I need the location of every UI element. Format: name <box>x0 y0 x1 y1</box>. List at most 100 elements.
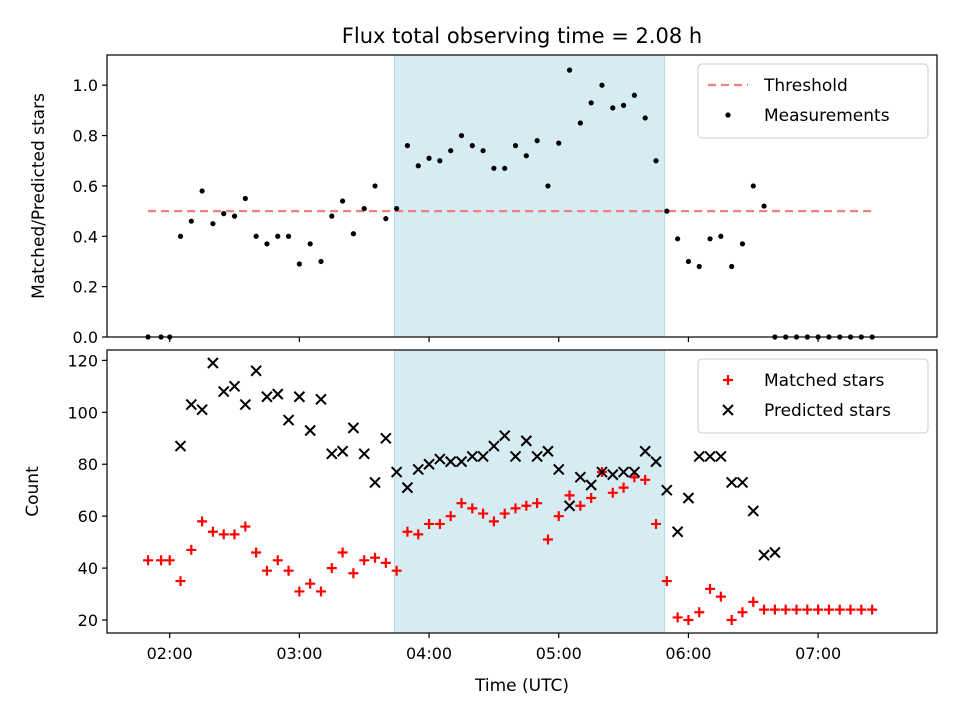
data-point <box>423 458 435 470</box>
legend-label: Threshold <box>763 76 848 96</box>
data-point <box>383 216 389 222</box>
data-point <box>661 484 673 496</box>
y-tick-label: 1.0 <box>73 76 98 95</box>
data-point <box>424 518 435 529</box>
legend: Threshold Measurements <box>697 63 929 139</box>
data-point <box>628 466 641 478</box>
data-point <box>739 241 746 247</box>
data-point <box>336 445 349 457</box>
data-point <box>586 492 597 503</box>
data-point <box>207 357 219 369</box>
data-point <box>467 503 478 514</box>
data-point <box>434 453 446 465</box>
data-point <box>563 500 576 512</box>
data-point <box>488 516 499 527</box>
data-point <box>823 604 834 615</box>
legend: Matched stars Predicted stars <box>697 358 929 434</box>
data-point <box>326 448 338 460</box>
y-tick-label: 0.0 <box>73 328 98 347</box>
data-point <box>315 393 327 406</box>
data-point <box>358 448 370 460</box>
y-tick-label: 0.2 <box>73 278 98 297</box>
data-point <box>380 432 392 444</box>
data-point <box>510 503 521 514</box>
data-point <box>207 526 218 537</box>
series-measurements <box>145 67 875 340</box>
data-point <box>305 578 316 589</box>
data-point <box>480 148 486 154</box>
data-point <box>631 92 637 98</box>
data-point <box>188 218 194 224</box>
data-point <box>610 105 616 111</box>
data-point <box>264 241 270 247</box>
data-point <box>704 450 716 463</box>
data-point <box>718 233 724 239</box>
data-point <box>304 424 316 437</box>
data-point <box>588 100 594 106</box>
data-point <box>369 476 381 489</box>
data-point <box>339 198 346 204</box>
data-point <box>199 188 205 194</box>
legend-label: Measurements <box>764 106 890 126</box>
data-point <box>726 615 737 626</box>
data-point <box>685 258 692 265</box>
data-point <box>845 604 856 615</box>
y-tick-label: 0.6 <box>73 177 98 196</box>
data-point <box>758 549 770 561</box>
data-point <box>802 604 813 615</box>
data-point <box>456 498 467 509</box>
data-point <box>520 435 533 447</box>
data-point <box>413 529 424 540</box>
data-point <box>574 471 587 483</box>
data-point <box>448 148 454 154</box>
data-point <box>466 450 478 463</box>
data-point <box>218 385 230 398</box>
data-point <box>759 604 770 615</box>
data-point <box>253 233 259 239</box>
data-point <box>350 231 357 237</box>
data-point <box>769 604 780 615</box>
data-point <box>251 547 262 558</box>
data-point <box>653 158 659 164</box>
data-point <box>174 440 187 452</box>
data-point <box>707 236 713 242</box>
data-point <box>261 391 273 403</box>
data-point <box>542 534 553 545</box>
data-point <box>683 615 694 626</box>
data-point <box>640 474 651 485</box>
data-point <box>672 612 683 623</box>
data-point <box>282 414 295 426</box>
data-point <box>404 143 411 149</box>
data-point <box>534 138 540 144</box>
data-point <box>326 563 337 574</box>
data-point <box>488 440 500 452</box>
data-point <box>177 233 184 239</box>
data-point <box>553 511 564 522</box>
highlight-span <box>393 54 666 338</box>
data-point <box>469 143 475 149</box>
y-axis-label: Count <box>23 466 43 517</box>
legend-marker <box>725 112 731 118</box>
data-point <box>585 479 597 491</box>
data-point <box>512 143 519 149</box>
legend-label: Predicted stars <box>764 401 891 421</box>
data-point <box>196 404 208 416</box>
bottom-panel: 20 40 60 80 100 120 02:00 03:00 04:00 05:00 06:00 0… <box>23 349 938 663</box>
data-point <box>380 557 391 568</box>
x-tick-label: 03:00 <box>276 644 322 663</box>
y-axis-label: Matched/Predicted stars <box>29 93 49 299</box>
data-point <box>318 258 324 265</box>
x-tick-label: 02:00 <box>147 644 193 663</box>
data-point <box>761 203 767 209</box>
data-point <box>329 213 335 219</box>
y-tick-label: 120 <box>67 351 98 370</box>
y-tick-label: 0.8 <box>73 127 98 146</box>
data-point <box>372 183 378 189</box>
data-point <box>315 586 326 597</box>
series-predicted-stars <box>174 357 781 561</box>
data-point <box>458 132 465 139</box>
data-point <box>445 511 456 522</box>
series-matched-stars <box>143 467 878 626</box>
x-tick-label: 04:00 <box>406 644 452 663</box>
